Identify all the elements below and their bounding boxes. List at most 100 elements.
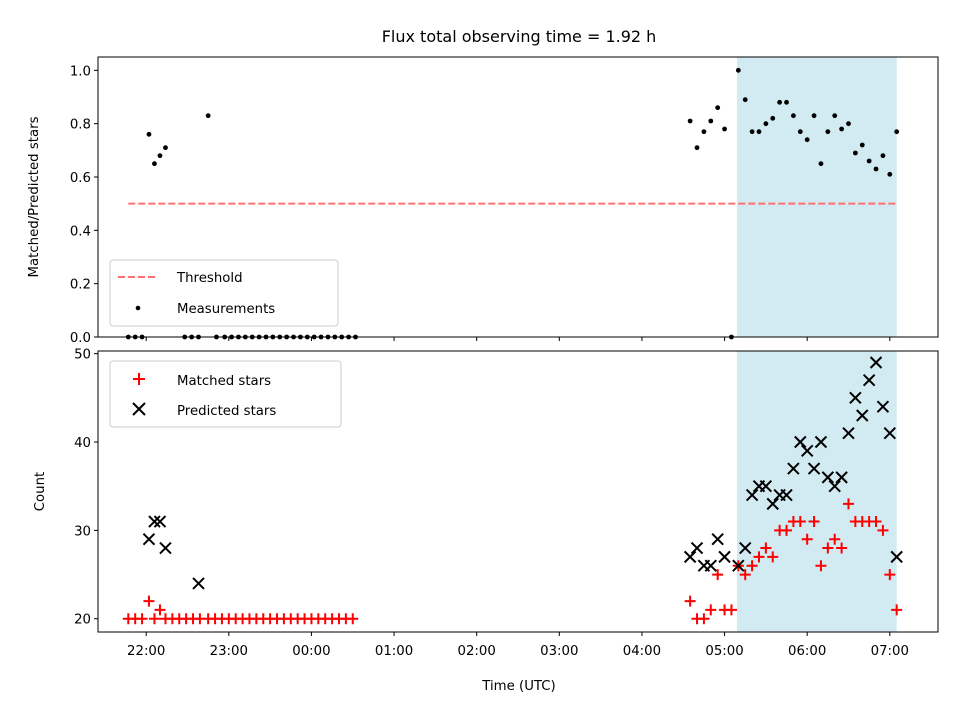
matched-star-marker [884, 569, 896, 581]
matched-star-marker [767, 551, 779, 563]
top-y-ticks: 0.0 0.2 0.4 0.6 0.8 1.0 [70, 64, 98, 346]
predicted-star-marker [159, 541, 172, 555]
matched-star-marker [781, 524, 793, 536]
measurement-point [880, 153, 886, 159]
bottom-y-ticks: 20 30 40 50 [74, 348, 98, 628]
measurement-point [756, 129, 762, 135]
predicted-star-marker [856, 409, 869, 422]
predicted-star-marker [883, 426, 897, 440]
measurement-point [825, 129, 831, 135]
top-y-tick-label: 1.0 [70, 64, 91, 79]
predicted-star-marker [745, 488, 759, 502]
predicted-star-marker [142, 533, 156, 546]
matched-star-marker [698, 613, 710, 625]
star-count-panel: 20 30 40 50 22:00 23:00 00:00 01:00 02:00 03:00 0… [33, 348, 939, 694]
matched-star-marker [753, 551, 765, 563]
predicted-stars-legend-label: Predicted stars [177, 404, 276, 419]
predicted-star-marker [759, 479, 773, 493]
measurement-point [152, 161, 157, 167]
measurement-point [866, 158, 872, 164]
predicted-star-marker [787, 462, 800, 475]
x-axis-label: Time (UTC) [481, 679, 556, 694]
predicted-star-marker [842, 426, 855, 440]
measurement-point [873, 166, 879, 172]
matched-star-marker [143, 595, 155, 607]
measurement-point [791, 113, 796, 119]
measurement-point [742, 97, 748, 103]
x-tick-label: 04:00 [623, 644, 661, 659]
bottom-y-tick-label: 20 [74, 613, 91, 628]
measurement-point [749, 129, 755, 135]
bottom-y-axis-label: Count [33, 472, 48, 512]
matched-star-marker [829, 533, 841, 545]
bottom-y-tick-label: 30 [74, 524, 91, 539]
measurement-point [146, 131, 152, 137]
measurement-point [694, 145, 700, 151]
bottom-y-tick-label: 40 [74, 436, 91, 451]
measurement-point [722, 126, 727, 132]
matched-star-marker [760, 542, 772, 554]
predicted-star-marker [876, 400, 890, 413]
measurements-legend-marker [135, 305, 141, 311]
bottom-legend-box [109, 360, 342, 428]
predicted-star-marker [192, 577, 205, 590]
star-count-markers-layer [122, 356, 903, 625]
measurement-point [852, 150, 858, 156]
x-tick-label: 07:00 [871, 644, 909, 659]
predicted-star-marker [890, 550, 903, 564]
measurement-point [839, 126, 845, 132]
measurement-point [163, 145, 168, 151]
measurement-point [894, 129, 900, 135]
matched-star-marker [705, 604, 717, 616]
matched-star-marker [712, 569, 724, 581]
matched-star-marker [148, 613, 160, 625]
measurement-point [818, 161, 824, 167]
predicted-star-marker [780, 488, 793, 502]
matched-star-marker [870, 516, 882, 528]
matched-star-marker [822, 542, 834, 554]
top-y-tick-label: 0.6 [70, 171, 91, 186]
predicted-star-marker [794, 435, 807, 449]
matched-star-marker [794, 516, 806, 528]
predicted-star-marker [148, 515, 161, 528]
top-plot-frame [97, 56, 939, 338]
predicted-star-marker [153, 515, 167, 528]
measurement-point [804, 137, 810, 143]
matched-star-marker [891, 604, 903, 616]
matched-star-marker [136, 613, 148, 625]
matched-star-marker [877, 524, 889, 536]
predicted-star-marker [869, 356, 883, 369]
predicted-star-marker [828, 479, 841, 493]
matched-star-marker [746, 560, 758, 572]
predicted-star-marker [835, 471, 848, 484]
measurement-point [887, 171, 893, 177]
measurement-point [797, 129, 803, 135]
chart-title: Flux total observing time = 1.92 h [382, 27, 657, 46]
matched-star-marker [808, 516, 820, 528]
bottom-x-ticks: 22:00 23:00 00:00 01:00 02:00 03:00 04:00 05:00… [127, 632, 909, 659]
measurement-point [859, 142, 865, 148]
top-shaded-region [736, 57, 897, 337]
top-x-ticks [145, 337, 891, 341]
measurement-point [715, 105, 721, 111]
top-y-tick-label: 0.4 [70, 224, 91, 239]
bottom-legend: Matched stars Predicted stars [109, 360, 342, 428]
predicted-star-marker [704, 559, 717, 572]
predicted-star-marker [683, 550, 697, 564]
x-tick-label: 02:00 [458, 644, 496, 659]
bottom-plot-frame [97, 350, 939, 633]
x-tick-label: 23:00 [210, 644, 248, 659]
predicted-star-marker [800, 444, 814, 458]
predicted-star-marker [821, 471, 835, 484]
predicted-star-marker [807, 462, 821, 475]
predicted-stars-legend-marker [132, 402, 146, 416]
matched-star-marker [684, 595, 696, 607]
predicted-star-marker [732, 559, 745, 572]
bottom-y-tick-label: 50 [74, 348, 91, 363]
predicted-star-marker [711, 533, 724, 546]
matched-stars-legend-label: Matched stars [177, 374, 271, 389]
measurement-point [770, 115, 776, 121]
top-y-tick-label: 0.8 [70, 118, 91, 133]
predicted-star-marker [718, 550, 731, 564]
